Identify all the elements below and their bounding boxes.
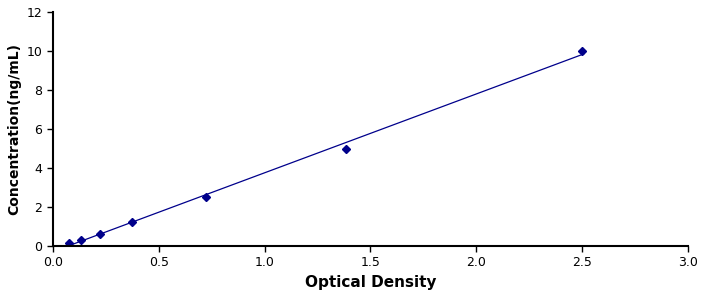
- X-axis label: Optical Density: Optical Density: [305, 275, 436, 290]
- Y-axis label: Concentration(ng/mL): Concentration(ng/mL): [7, 43, 21, 215]
